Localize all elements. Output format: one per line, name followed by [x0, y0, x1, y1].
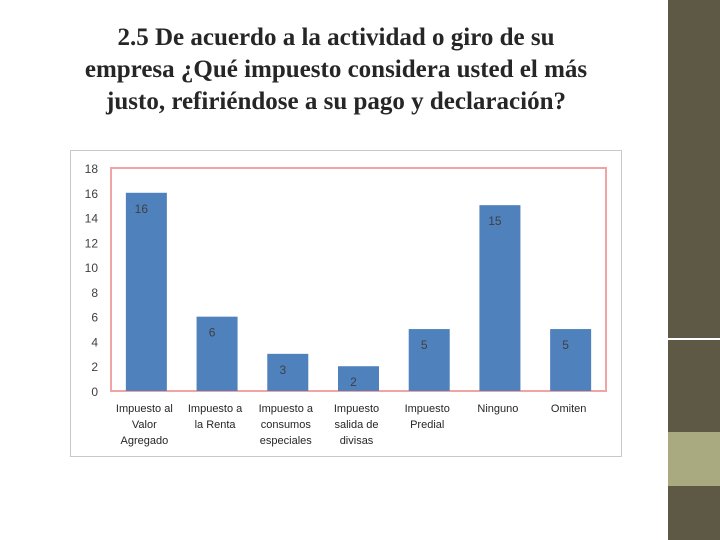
x-tick-label: especiales	[260, 435, 312, 447]
bar	[196, 316, 238, 391]
x-tick-label: Impuesto a	[259, 403, 314, 415]
data-label: 3	[279, 363, 286, 377]
bar-chart: 0 2 4 6 8 10 12 14 16 18 16 Impuesto al Valor Agregad…	[85, 162, 607, 447]
data-label: 2	[350, 375, 357, 389]
x-tick-label: Predial	[410, 419, 444, 431]
x-tick-label: Ninguno	[477, 403, 518, 415]
side-bar-accent	[668, 432, 720, 486]
data-label: 5	[421, 338, 428, 352]
y-tick-label: 10	[85, 261, 99, 275]
y-tick-label: 12	[85, 236, 99, 250]
slide-title: 2.5 De acuerdo a la actividad o giro de …	[84, 24, 588, 115]
x-tick-label: salida de	[334, 419, 378, 431]
y-tick-label: 0	[91, 385, 98, 399]
x-tick-label: Valor	[132, 419, 157, 431]
x-tick-label: Impuesto a	[188, 403, 243, 415]
y-tick-label: 8	[91, 286, 98, 300]
data-label: 5	[562, 338, 569, 352]
y-tick-label: 4	[91, 335, 98, 349]
bar	[479, 205, 521, 391]
data-label: 6	[209, 326, 216, 340]
data-label: 16	[135, 202, 149, 216]
x-tick-label: Agregado	[120, 435, 168, 447]
y-tick-label: 18	[85, 162, 99, 176]
y-tick-label: 2	[91, 360, 98, 374]
x-tick-label: la Renta	[195, 419, 237, 431]
bar	[408, 329, 450, 391]
x-tick-label: Impuesto al	[116, 403, 173, 415]
plot-area-border	[110, 167, 607, 392]
bar	[125, 192, 167, 391]
x-tick-label: divisas	[340, 435, 374, 447]
bar	[338, 366, 379, 391]
chart-frame: 0 2 4 6 8 10 12 14 16 18 16 Impuesto al Valor Agregad…	[70, 150, 622, 457]
x-tick-label: Omiten	[551, 403, 586, 415]
x-tick-label: consumos	[261, 419, 312, 431]
y-tick-label: 6	[91, 311, 98, 325]
x-tick-label: Impuesto	[405, 403, 450, 415]
bar	[267, 353, 309, 391]
decorative-side-bar	[668, 0, 720, 540]
x-tick-label: Impuesto	[334, 403, 379, 415]
y-tick-label: 16	[85, 187, 99, 201]
bar	[550, 329, 592, 391]
y-tick-label: 14	[85, 212, 99, 226]
data-label: 15	[488, 214, 502, 228]
side-bar-divider	[668, 338, 720, 340]
